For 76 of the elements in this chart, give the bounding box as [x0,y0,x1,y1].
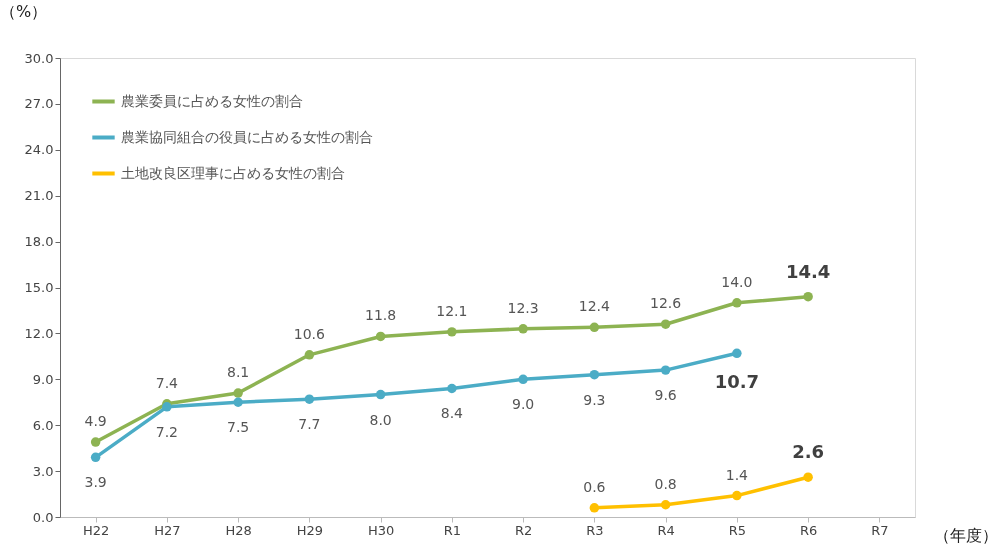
x-tick-label: R1 [443,522,462,538]
y-tick-label: 3.0 [32,463,54,479]
x-tick-label: H28 [225,522,252,538]
point [589,369,600,380]
point [518,374,528,385]
data-label: 3.9 [84,474,107,491]
data-label: 9.3 [583,391,606,408]
x-tick-label: H29 [296,522,324,538]
data-label: 14.4 [785,260,831,282]
x-tick-label: R2 [514,522,533,538]
data-label: 12.1 [436,302,468,319]
point [660,319,671,329]
point [233,397,243,407]
data-label: 7.7 [298,416,321,433]
point [304,394,315,404]
data-label: 1.4 [725,466,749,483]
data-label: 7.4 [155,374,179,391]
x-tick-label: H27 [154,522,181,538]
point [233,388,243,398]
data-label: 9.0 [511,396,535,413]
y-axis-title: （%） [0,2,48,23]
y-tick-label: 21.0 [24,188,54,204]
x-axis-title: （年度） [934,526,998,547]
point [304,350,315,360]
x-tick-label: H22 [82,522,110,538]
x-tick-label: R3 [586,522,604,538]
point [518,324,528,334]
data-label: 11.8 [365,307,397,324]
y-tick-label: 24.0 [24,142,54,158]
data-label: 12.4 [578,298,611,315]
point [732,298,742,308]
data-label: 2.6 [792,441,825,463]
x-tick-label: R7 [871,522,889,538]
data-label: 8.0 [369,411,392,428]
data-label: 0.6 [583,478,606,495]
point [732,490,742,501]
legend-label: 土地改良区理事に占める女性の割合 [121,164,345,181]
point [660,365,671,375]
data-label: 10.6 [293,325,326,342]
point [589,322,600,333]
point [803,291,813,302]
x-tick-label: H30 [367,522,395,538]
data-label: 14.0 [721,273,753,290]
data-label: 9.6 [654,387,677,404]
point [447,327,457,337]
y-tick-label: 9.0 [32,371,54,387]
legend-label: 農業委員に占める女性の割合 [121,92,303,109]
data-label: 12.6 [650,295,682,312]
data-label: 0.8 [654,475,677,492]
point [447,383,457,394]
x-tick-label: R5 [728,522,747,538]
y-tick-label: 18.0 [24,234,54,250]
legend-label: 農業協同組合の役員に占める女性の割合 [121,128,373,145]
y-tick-label: 30.0 [24,50,54,66]
y-tick-label: 12.0 [24,325,54,341]
data-label: 7.2 [155,423,179,440]
point [90,437,101,447]
x-tick-label: R4 [657,522,675,538]
point [375,331,386,342]
data-label: 7.5 [226,419,250,436]
point [90,452,101,463]
point [660,500,671,510]
point [803,472,813,482]
y-tick-label: 27.0 [24,96,54,112]
point [732,348,742,359]
y-tick-label: 6.0 [32,417,54,433]
data-label: 12.3 [507,299,539,316]
data-label: 8.4 [440,405,464,422]
point [375,389,386,400]
data-label: 8.1 [226,364,250,381]
data-label: 10.7 [714,371,760,393]
data-label: 4.9 [84,413,107,430]
y-tick-label: 0.0 [32,509,54,525]
x-tick-label: R6 [799,522,818,538]
y-tick-label: 15.0 [24,280,54,295]
point [589,503,600,513]
